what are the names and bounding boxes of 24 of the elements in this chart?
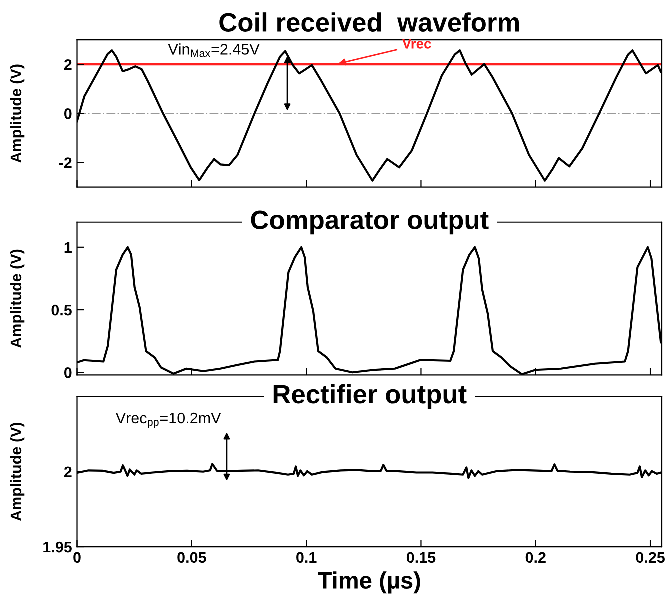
y-axis-title: Amplitude (V) (10, 250, 25, 348)
x-tick-label: 0.25 (636, 552, 665, 564)
y-axis-title: Amplitude (V) (10, 422, 25, 522)
x-tick-label: 0.1 (296, 552, 317, 564)
y-tick-label: 0 (64, 368, 72, 378)
annotation: Vin$_{Max}$=2.45V (168, 44, 260, 58)
y-tick-label: 1 (64, 242, 72, 253)
chart-title: Coil received waveform (220, 12, 520, 32)
chart-title: Rectifier output (274, 384, 467, 410)
y-tick-label: 2 (64, 466, 72, 478)
x-tick-label: 0.05 (178, 552, 206, 564)
y-axis-title: Amplitude (V) (10, 64, 25, 163)
chart-title: Comparator output (251, 210, 489, 235)
y-tick-label: -2 (59, 158, 72, 168)
y-tick-label: 0 (64, 108, 72, 120)
y-tick-label: 2 (64, 59, 72, 70)
annotation: Vrec$_{pp}$=10.2mV (116, 412, 222, 428)
y-tick-label: 0.5 (52, 304, 72, 316)
x-tick-label: 0.2 (526, 552, 546, 564)
annotation: Vrec (402, 39, 432, 49)
x-tick-label: 0.15 (406, 552, 436, 564)
x-tick-label: 0 (74, 552, 81, 564)
x-axis-title: Time (µs) (318, 572, 420, 594)
y-tick-label: 1.95 (44, 542, 72, 553)
